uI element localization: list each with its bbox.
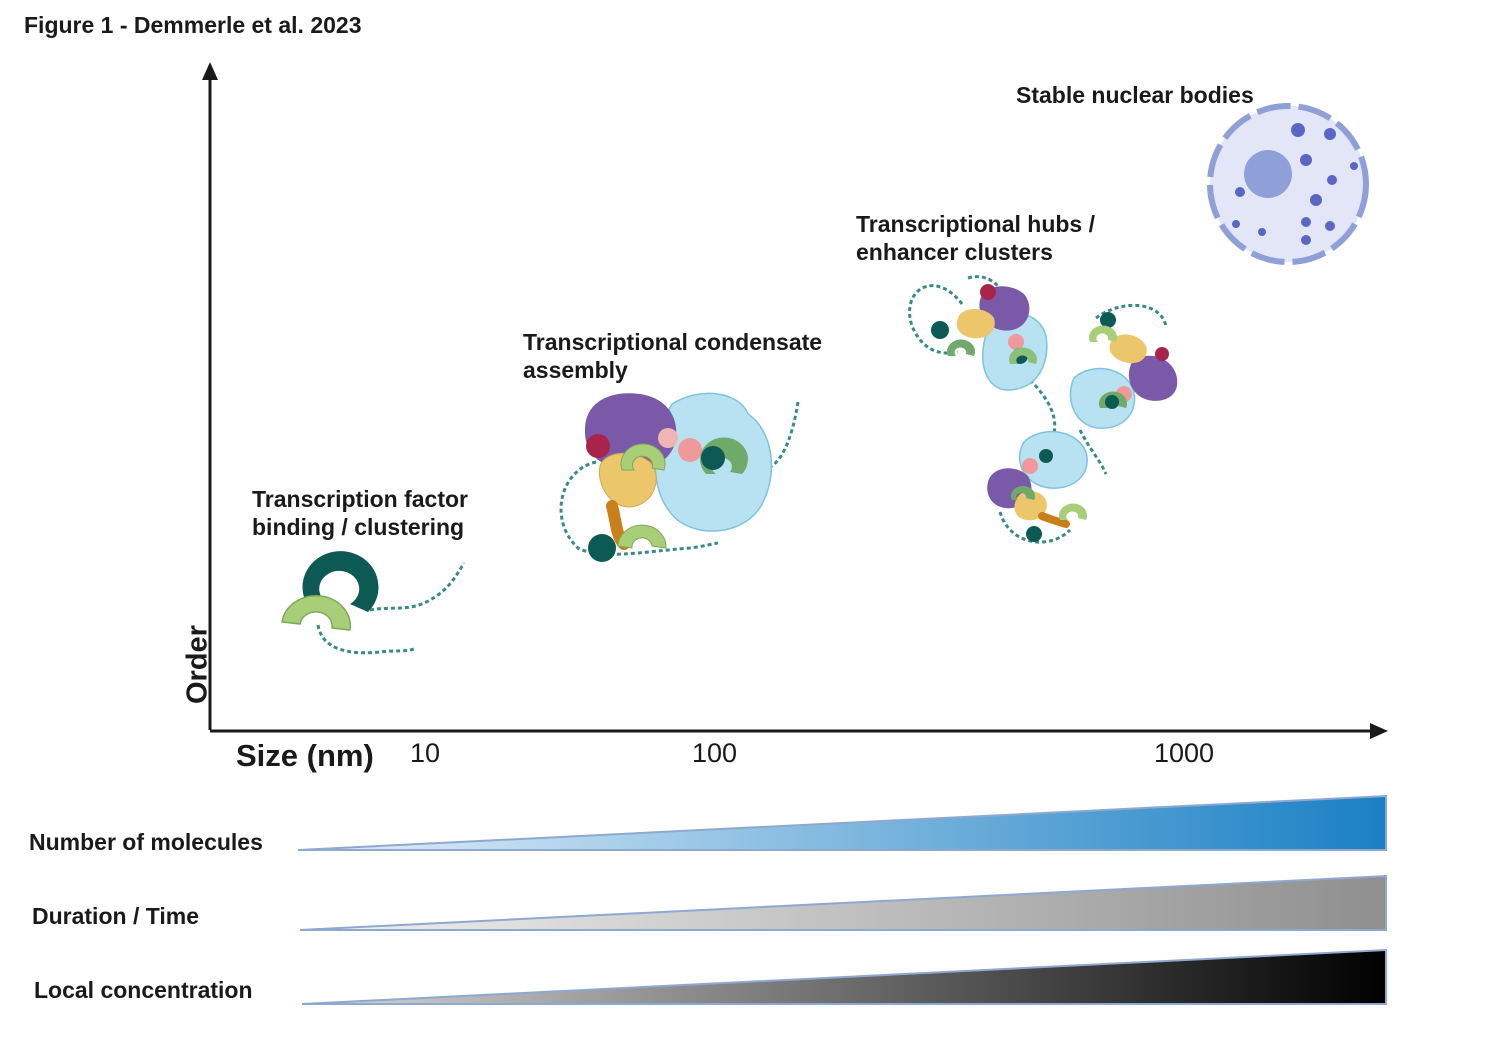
nuclear-dot (1325, 221, 1335, 231)
nuclear-dot (1327, 175, 1337, 185)
hubs-illustration (908, 275, 1178, 544)
dna-strand (908, 284, 964, 355)
stage-label-line: assembly (523, 357, 628, 383)
nuclear-dot (1300, 154, 1312, 166)
tf-green-arc (617, 524, 667, 549)
stage-label-nuclear-bodies: Stable nuclear bodies (1016, 81, 1254, 109)
stage-label-line: Transcriptional condensate (523, 329, 823, 355)
tf-protein-light (281, 595, 352, 631)
x-axis-label: Size (nm) (236, 738, 374, 773)
polymerase-protein (1128, 355, 1178, 401)
tf-green-arc (1059, 503, 1087, 520)
tf-dark-green (701, 446, 725, 470)
stage-label-tf-binding: Transcription factor binding / clusterin… (252, 485, 468, 541)
y-axis-arrowhead (202, 62, 218, 80)
nuclear-dot (1350, 162, 1358, 170)
tf-crimson (1155, 347, 1169, 361)
nuclear-dot (1301, 235, 1311, 245)
tf-green-arc (1011, 486, 1035, 500)
tf-crimson (980, 284, 996, 300)
mediator-protein (1018, 430, 1088, 489)
gradient-label-duration: Duration / Time (32, 903, 199, 929)
x-tick-100: 100 (692, 738, 738, 768)
tf-crimson (586, 434, 610, 458)
dna-strand (369, 562, 466, 612)
gradient-wedge-molecules (297, 794, 1387, 851)
stage-label-line: Stable nuclear bodies (1016, 82, 1254, 108)
tf-dark-green (588, 534, 616, 562)
dna-strand (1028, 378, 1057, 441)
tf-dark-green (1039, 449, 1053, 463)
gradient-wedge-concentration (301, 948, 1387, 1005)
nucleolus (1244, 150, 1292, 198)
tf-protein-dark (302, 551, 379, 612)
linker-orange (1038, 512, 1070, 528)
cofactor-yellow (1014, 491, 1047, 521)
tf-green-arc (1089, 325, 1117, 342)
x-tick-10: 10 (410, 738, 441, 768)
stage-label-hubs: Transcriptional hubs / enhancer clusters (856, 210, 1095, 266)
cofactor-pink (1022, 458, 1038, 474)
figure-title: Figure 1 - Demmerle et al. 2023 (24, 12, 362, 38)
x-tick-1000: 1000 (1154, 738, 1215, 768)
x-axis-arrowhead (1370, 723, 1388, 739)
stage-label-line: enhancer clusters (856, 239, 1053, 265)
tf-green-arc (620, 443, 666, 471)
tf-dark-green (1100, 312, 1116, 328)
stage-label-line: Transcription factor (252, 486, 468, 512)
cofactor-pink (658, 428, 678, 448)
dna-strand (1095, 304, 1168, 327)
gradient-label-molecules: Number of molecules (29, 829, 263, 855)
cofactor-pink (678, 438, 702, 462)
nuclear-dot (1301, 217, 1311, 227)
dna-strand (316, 624, 415, 655)
cofactor-yellow (1109, 334, 1147, 364)
tf-green-arc (947, 339, 975, 356)
nuclear-dot (1324, 128, 1336, 140)
tf-dark-green (931, 321, 949, 339)
cofactor-pink (1008, 334, 1024, 350)
nuclear-dot (1235, 187, 1245, 197)
tf-green-arc (1008, 347, 1037, 364)
dna-strand (1078, 429, 1108, 475)
gradient-label-concentration: Local concentration (34, 977, 253, 1003)
condensate-illustration (559, 392, 800, 562)
nuclear-dot (1310, 194, 1322, 206)
nuclear-dot (1258, 228, 1266, 236)
nuclear-body-illustration (1207, 103, 1369, 265)
gradient-wedge-duration (299, 874, 1387, 931)
axes (202, 62, 1388, 739)
nuclear-dot (1291, 123, 1305, 137)
y-axis-label: Order (181, 625, 214, 704)
tf-dark-green (1105, 395, 1119, 409)
cofactor-yellow (956, 309, 995, 339)
nuclear-dot (1232, 220, 1240, 228)
cofactor-yellow (598, 452, 657, 508)
stage-label-line: binding / clustering (252, 514, 465, 540)
stage-label-condensate: Transcriptional condensate assembly (523, 328, 822, 384)
tf-binding-illustration (281, 551, 466, 655)
stage-label-line: Transcriptional hubs / (856, 211, 1095, 237)
tf-dark-green (1026, 526, 1042, 542)
